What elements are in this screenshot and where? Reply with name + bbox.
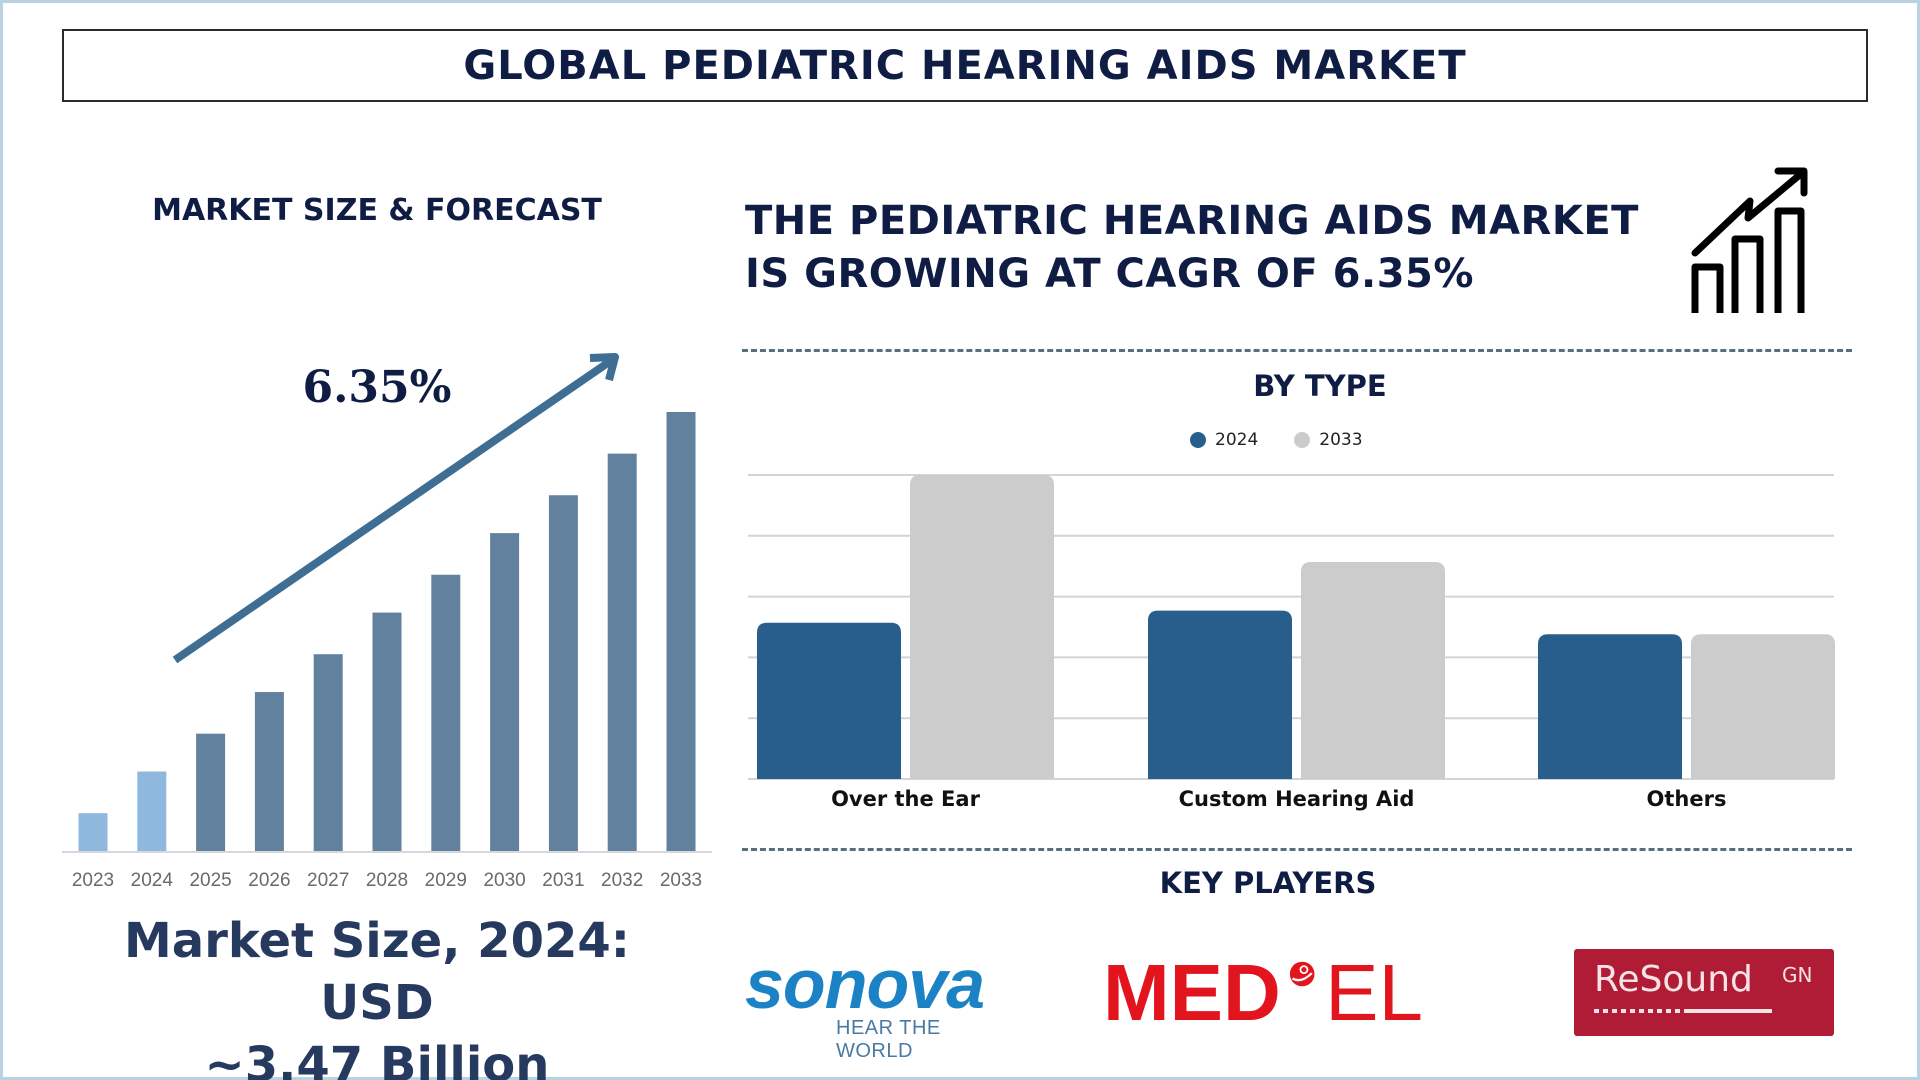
bar-2031	[548, 495, 578, 851]
year-label-2031: 2031	[542, 870, 584, 891]
category-label: Over the Ear	[831, 787, 981, 811]
year-label-2033: 2033	[660, 870, 702, 891]
chart-legend: 2024 2033	[1190, 430, 1363, 450]
bar-2027	[313, 654, 343, 851]
bar-2025	[196, 733, 226, 851]
medel-wordmark-el: EL	[1325, 948, 1423, 1037]
bar-over-the-ear-2033	[910, 475, 1054, 779]
sonova-tagline: HEAR THE WORLD	[836, 1017, 941, 1062]
year-label-2026: 2026	[248, 870, 290, 891]
market-forecast-chart: 2023 2024 2025 2026 2027 2028 2029 2030 2031 2032…	[62, 353, 712, 891]
resound-wordmark: ReSound	[1594, 959, 1753, 1000]
year-label-2032: 2032	[601, 870, 643, 891]
legend-swatch-2024	[1190, 432, 1206, 448]
bar-2024	[137, 771, 167, 851]
medel-wordmark-med: MED	[1103, 948, 1281, 1037]
medel-logo: MED EL	[1103, 948, 1423, 1037]
headline-line-2: IS GROWING AT CAGR OF 6.35%	[745, 251, 1474, 297]
legend-item-2033: 2033	[1294, 430, 1363, 450]
legend-label-2024: 2024	[1215, 430, 1259, 450]
by-type-title: BY TYPE	[1253, 369, 1387, 403]
page-title: GLOBAL PEDIATRIC HEARING AIDS MARKET	[463, 42, 1467, 89]
sonova-wordmark: sonova	[745, 945, 985, 1023]
bar-2032	[607, 453, 637, 851]
by-type-chart: Over the Ear Custom Hearing Aid Others	[748, 474, 1835, 811]
year-label-2024: 2024	[131, 870, 174, 891]
resound-logo: ReSound GN	[1574, 949, 1834, 1036]
bar-over-the-ear-2024	[757, 622, 901, 779]
bar-2033	[666, 412, 696, 851]
bar-chart-growth-icon	[1691, 167, 1808, 313]
key-players-title: KEY PLAYERS	[1159, 866, 1377, 900]
market-size-line-2: ~3.47 Billion	[204, 1037, 550, 1080]
year-label-2030: 2030	[483, 870, 525, 891]
category-label: Others	[1647, 787, 1727, 811]
year-label-2028: 2028	[366, 870, 408, 891]
year-label-2027: 2027	[307, 870, 349, 891]
bar-custom-hearing-aid-2024	[1148, 610, 1292, 779]
divider-bottom	[742, 848, 1852, 851]
cagr-headline: THE PEDIATRIC HEARING AIDS MARKET IS GRO…	[745, 195, 1655, 301]
bar-2029	[431, 574, 461, 851]
legend-swatch-2033	[1294, 432, 1311, 448]
bar-2028	[372, 612, 402, 851]
year-label-2025: 2025	[189, 870, 231, 891]
sonova-logo: sonova HEAR THE WORLD	[745, 945, 1015, 1062]
divider-top	[742, 349, 1852, 352]
headline-line-1: THE PEDIATRIC HEARING AIDS MARKET	[745, 198, 1639, 244]
growth-arrow-icon	[172, 353, 619, 664]
title-banner: GLOBAL PEDIATRIC HEARING AIDS MARKET	[62, 29, 1868, 102]
cagr-annotation: 6.35%	[302, 362, 452, 413]
legend-label-2033: 2033	[1319, 430, 1363, 450]
market-size-line-1: Market Size, 2024: USD	[124, 913, 630, 1031]
bar-others-2033	[1691, 634, 1835, 779]
bar-others-2024	[1538, 634, 1682, 779]
category-label: Custom Hearing Aid	[1179, 787, 1415, 811]
year-label-2029: 2029	[425, 870, 467, 891]
resound-underline-icon	[1594, 1009, 1772, 1013]
market-size-summary: Market Size, 2024: USD ~3.47 Billion	[62, 910, 692, 1080]
bar-2026	[254, 692, 284, 851]
bar-custom-hearing-aid-2033	[1301, 561, 1445, 779]
resound-gn-mark: GN	[1782, 963, 1813, 987]
bar-2030	[490, 533, 520, 851]
medel-emblem-icon	[1289, 961, 1315, 986]
legend-item-2024: 2024	[1190, 430, 1258, 450]
market-size-heading: MARKET SIZE & FORECAST	[152, 193, 602, 228]
bar-2023	[78, 813, 108, 851]
year-label-2023: 2023	[72, 870, 114, 891]
